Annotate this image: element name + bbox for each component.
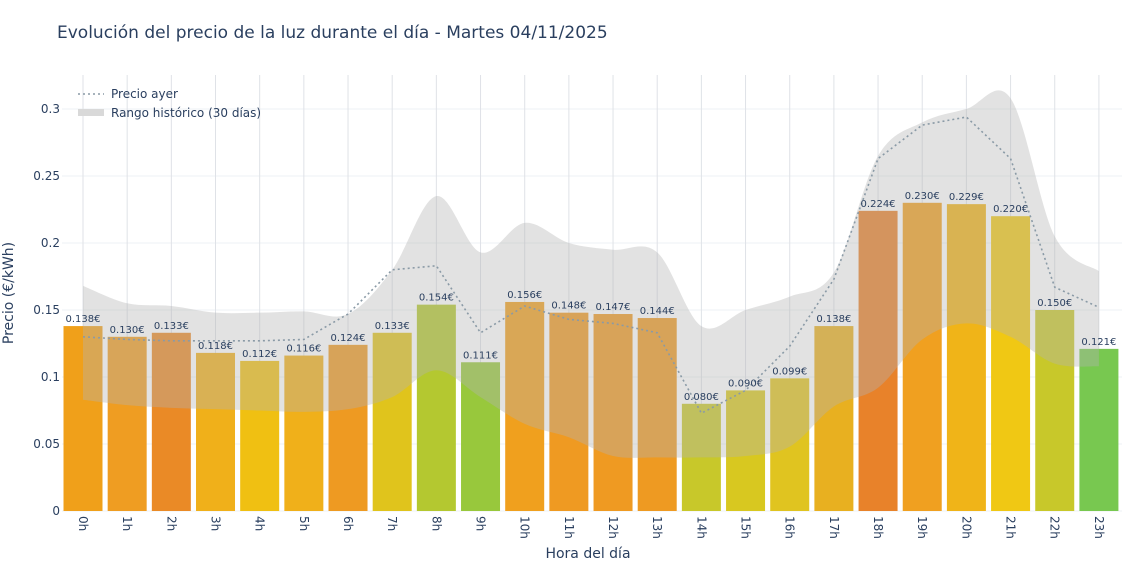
- bar-value-label: 0.124€: [331, 333, 366, 344]
- bar-value-label: 0.144€: [640, 306, 675, 317]
- bar-value-label: 0.138€: [816, 314, 851, 325]
- bar-value-label: 0.154€: [419, 293, 454, 304]
- x-tick-label: 17h: [827, 516, 841, 539]
- bar-value-label: 0.121€: [1081, 337, 1116, 348]
- bar-4h: [240, 360, 280, 511]
- x-tick-label: 10h: [518, 516, 532, 539]
- bar-value-label: 0.156€: [507, 290, 542, 301]
- x-tick-label: 18h: [871, 516, 885, 539]
- bar-12h: [593, 314, 633, 511]
- x-tick-label: 12h: [606, 516, 620, 539]
- y-tick-label: 0.3: [41, 102, 60, 116]
- bar-1h: [107, 336, 147, 511]
- axes: 0 0.05 0.1 0.15 0.2 0.25 0.3 0h 1h 2h 3h 4h 5h 6h 7h 8h…: [33, 102, 1106, 539]
- bar-5h: [284, 355, 324, 511]
- x-tick-label: 15h: [739, 516, 753, 539]
- x-tick-label: 20h: [959, 516, 973, 539]
- bar-2h: [151, 332, 191, 511]
- bar-value-label: 0.118€: [198, 341, 233, 352]
- x-tick-label: 19h: [915, 516, 929, 539]
- x-axis-title: Hora del día: [545, 546, 630, 562]
- x-tick-label: 6h: [341, 516, 355, 531]
- bar-value-label: 0.148€: [551, 301, 586, 312]
- bar-0h: [63, 326, 103, 511]
- x-tick-label: 0h: [76, 516, 90, 531]
- bar-13h: [637, 318, 677, 511]
- y-tick-label: 0.25: [33, 169, 60, 183]
- legend-range[interactable]: Rango histórico (30 días): [111, 106, 261, 120]
- bar-value-label: 0.112€: [242, 349, 277, 360]
- bar-value-label: 0.230€: [905, 191, 940, 202]
- bar-3h: [196, 352, 236, 511]
- y-axis-title: Precio (€/kWh): [1, 242, 17, 344]
- bar-value-label: 0.220€: [993, 204, 1028, 215]
- y-tick-label: 0.05: [33, 437, 60, 451]
- historic-range-band: [83, 90, 1099, 458]
- x-tick-label: 9h: [474, 516, 488, 531]
- bar-value-label: 0.080€: [684, 392, 719, 403]
- bar-17h: [814, 326, 854, 511]
- bar-20h: [946, 204, 986, 511]
- bar-23h: [1079, 348, 1119, 511]
- bar-19h: [902, 202, 942, 512]
- x-tick-label: 3h: [209, 516, 223, 531]
- x-tick-label: 5h: [297, 516, 311, 531]
- bar-11h: [549, 312, 589, 511]
- bar-value-label: 0.147€: [596, 302, 631, 313]
- x-tick-label: 2h: [164, 516, 178, 531]
- y-tick-label: 0.15: [33, 303, 60, 317]
- bar-value-label: 0.224€: [861, 199, 896, 210]
- bar-value-labels: 0.138€ 0.130€ 0.133€ 0.118€ 0.112€ 0.116€ 0.12…: [66, 191, 1117, 403]
- yesterday-price-polyline: [82, 116, 1100, 415]
- bar-value-label: 0.150€: [1037, 298, 1072, 309]
- bar-6h: [328, 344, 368, 511]
- bar-16h: [770, 378, 810, 511]
- historic-range-area: [83, 90, 1099, 458]
- y-tick-label: 0.2: [41, 236, 60, 250]
- bar-value-label: 0.229€: [949, 192, 984, 203]
- bar-7h: [372, 332, 412, 511]
- y-tick-label: 0: [52, 504, 60, 518]
- bar-value-label: 0.138€: [66, 314, 101, 325]
- x-tick-label: 1h: [120, 516, 134, 531]
- x-tick-label: 14h: [694, 516, 708, 539]
- bars: [63, 202, 1119, 512]
- y-tick-label: 0.1: [41, 370, 60, 384]
- x-tick-label: 8h: [429, 516, 443, 531]
- legend-band-swatch-icon: [78, 109, 104, 116]
- bar-15h: [726, 390, 766, 511]
- x-tick-label: 4h: [253, 516, 267, 531]
- x-tick-label: 23h: [1092, 516, 1106, 539]
- bar-18h: [858, 210, 898, 511]
- legend-yesterday[interactable]: Precio ayer: [111, 87, 178, 101]
- bar-value-label: 0.133€: [154, 321, 189, 332]
- x-tick-label: 11h: [562, 516, 576, 539]
- x-tick-label: 7h: [385, 516, 399, 531]
- bar-22h: [1035, 310, 1075, 511]
- bar-9h: [461, 362, 501, 511]
- bar-10h: [505, 301, 545, 511]
- yesterday-price-line: [82, 116, 1100, 415]
- bar-value-label: 0.111€: [463, 350, 498, 361]
- x-tick-label: 16h: [783, 516, 797, 539]
- legend[interactable]: Precio ayer Rango histórico (30 días): [78, 87, 261, 120]
- x-tick-label: 21h: [1004, 516, 1018, 539]
- x-tick-label: 13h: [650, 516, 664, 539]
- bar-8h: [416, 304, 456, 511]
- bar-value-label: 0.099€: [772, 366, 807, 377]
- bar-21h: [991, 216, 1031, 511]
- bar-value-label: 0.133€: [375, 321, 410, 332]
- bar-14h: [681, 403, 721, 511]
- bar-value-label: 0.130€: [110, 325, 145, 336]
- bar-value-label: 0.116€: [286, 344, 321, 355]
- chart-title: Evolución del precio de la luz durante e…: [57, 23, 608, 43]
- bar-value-label: 0.090€: [728, 378, 763, 389]
- x-tick-label: 22h: [1048, 516, 1062, 539]
